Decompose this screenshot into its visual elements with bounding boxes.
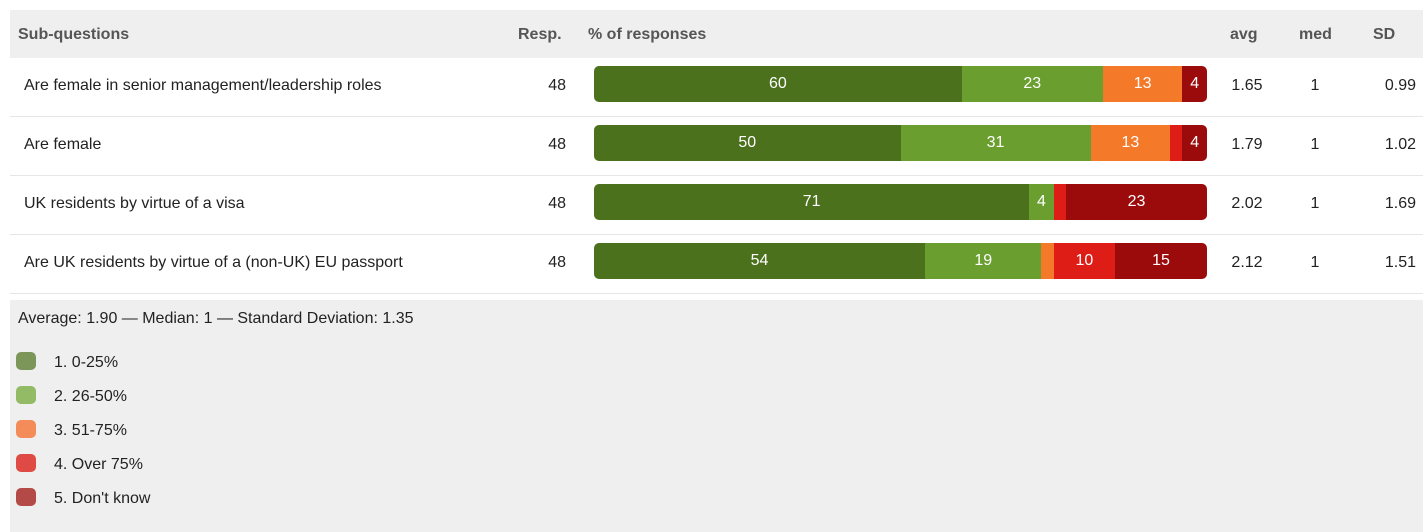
table-row: UK residents by virtue of a visa 48 71 4 23 2…: [10, 176, 1423, 235]
bar-segment[interactable]: 23: [961, 66, 1103, 102]
table-row: Are female in senior management/leadersh…: [10, 58, 1423, 117]
avg-value: 1.79: [1231, 136, 1263, 153]
header-responses: Resp.: [518, 26, 562, 43]
legend-swatch: [16, 420, 36, 438]
bar-segment[interactable]: 60: [594, 66, 962, 102]
bar-segment[interactable]: 4: [1029, 184, 1054, 220]
subquestion-label: Are UK residents by virtue of a (non-UK)…: [24, 254, 403, 271]
avg-value: 2.02: [1231, 195, 1263, 212]
avg-value: 1.65: [1231, 77, 1263, 94]
response-count: 48: [548, 254, 566, 271]
median-value: 1: [1310, 136, 1320, 153]
sd-value: 1.02: [1384, 136, 1416, 153]
header-percent-responses: % of responses: [588, 26, 707, 43]
avg-value: 2.12: [1231, 254, 1263, 271]
bar-segment[interactable]: 4: [1182, 125, 1207, 161]
header-avg: avg: [1230, 26, 1258, 43]
legend-label: 3. 51-75%: [54, 422, 127, 439]
header-med: med: [1299, 26, 1332, 43]
header-subquestions: Sub-questions: [18, 26, 130, 43]
response-count: 48: [548, 136, 566, 153]
summary-panel: Average: 1.90 — Median: 1 — Standard Dev…: [10, 300, 1423, 532]
bar-segment[interactable]: 71: [594, 184, 1030, 220]
bar-segment[interactable]: [1041, 243, 1054, 279]
median-value: 1: [1310, 77, 1320, 94]
bar-segment[interactable]: 54: [594, 243, 926, 279]
bar-segment[interactable]: [1053, 184, 1066, 220]
legend-swatch: [16, 454, 36, 472]
legend-swatch: [16, 386, 36, 404]
bar-segment[interactable]: 10: [1053, 243, 1116, 279]
subquestion-label: Are female: [24, 136, 102, 153]
bar-segment[interactable]: 23: [1065, 184, 1207, 220]
bar-segment[interactable]: 50: [594, 125, 901, 161]
median-value: 1: [1310, 195, 1320, 212]
legend-label: 4. Over 75%: [54, 456, 143, 473]
bar-segment[interactable]: 19: [925, 243, 1042, 279]
sd-value: 1.69: [1384, 195, 1416, 212]
legend-label: 5. Don't know: [54, 490, 151, 507]
stacked-bar: 60 23 13 4: [594, 66, 1207, 102]
stacked-bar: 54 19 10 15: [594, 243, 1207, 279]
legend-swatch: [16, 352, 36, 370]
legend-swatch: [16, 488, 36, 506]
legend-label: 2. 26-50%: [54, 388, 127, 405]
header-sd: SD: [1373, 26, 1396, 43]
table-row: Are UK residents by virtue of a (non-UK)…: [10, 235, 1423, 294]
summary-statistics: Average: 1.90 — Median: 1 — Standard Dev…: [18, 310, 414, 327]
bar-segment[interactable]: 13: [1090, 125, 1171, 161]
bar-segment[interactable]: 4: [1182, 66, 1207, 102]
table-row: Are female 48 50 31 13 4 1.79 1 1.02: [10, 117, 1423, 176]
median-value: 1: [1310, 254, 1320, 271]
subquestion-label: UK residents by virtue of a visa: [24, 195, 245, 212]
bar-segment[interactable]: 15: [1115, 243, 1207, 279]
bar-segment[interactable]: 13: [1102, 66, 1183, 102]
table-header: Sub-questions Resp. % of responses avg m…: [10, 10, 1423, 58]
subquestion-label: Are female in senior management/leadersh…: [24, 77, 382, 94]
response-count: 48: [548, 77, 566, 94]
sd-value: 1.51: [1384, 254, 1416, 271]
bar-segment[interactable]: [1170, 125, 1183, 161]
bar-segment[interactable]: 31: [900, 125, 1091, 161]
stacked-bar: 50 31 13 4: [594, 125, 1207, 161]
sd-value: 0.99: [1384, 77, 1416, 94]
response-count: 48: [548, 195, 566, 212]
stacked-bar: 71 4 23: [594, 184, 1207, 220]
legend-label: 1. 0-25%: [54, 354, 119, 371]
